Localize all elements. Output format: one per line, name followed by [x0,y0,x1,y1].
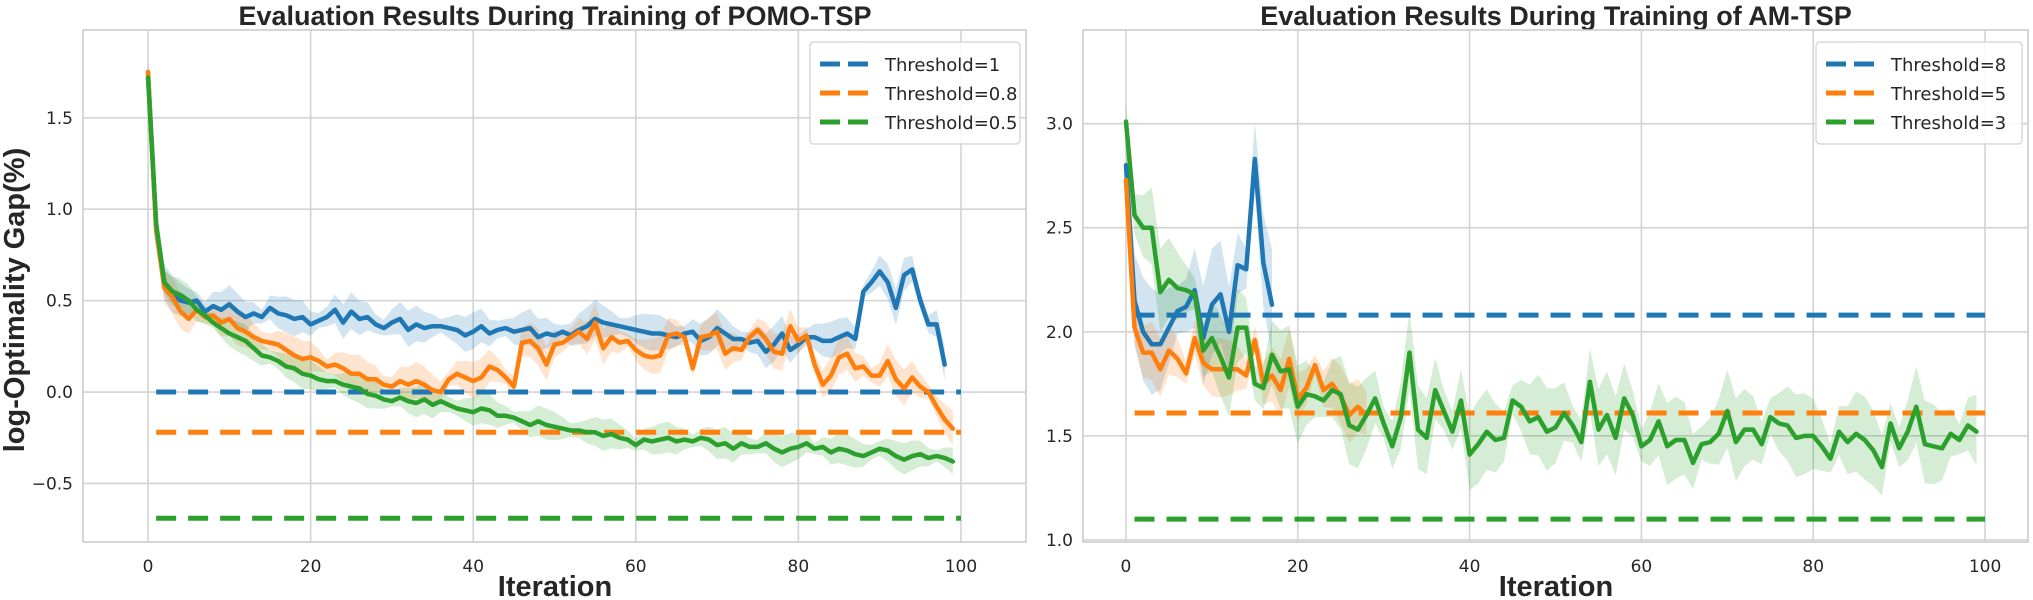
legend-label: Threshold=0.5 [884,113,1017,134]
x-tick-label: 20 [1287,557,1309,577]
y-tick-label: 1.0 [46,200,73,220]
y-tick-label: 3.0 [1046,115,1073,135]
legend-label: Threshold=5 [1890,84,2006,105]
am-tsp-panel: Evaluation Results During Training of AM… [1046,1,2029,600]
threshold-lines [156,389,961,521]
legend-label: Threshold=3 [1890,113,2006,134]
threshold-0-8-series-line [145,69,956,431]
legend-label: Threshold=0.8 [884,84,1017,105]
x-tick-label: 100 [945,557,977,577]
y-axis-label: log-Optimality Gap(%) [0,148,31,453]
y-tick-label: 2.5 [1046,219,1073,239]
legend-item-threshold-3: Threshold=3 [1826,113,2006,134]
legend-item-threshold-1: Threshold=1 [820,55,1000,76]
gridlines [1083,30,2028,542]
y-tick-label: 1.5 [46,109,73,129]
x-tick-label: 60 [625,557,647,577]
legend-item-threshold-8: Threshold=8 [1826,55,2006,76]
x-tick-label: 60 [1631,557,1653,577]
legend-item-threshold-5: Threshold=5 [1826,84,2006,105]
y-tick-label: 2.0 [1046,323,1073,343]
chart-title: Evaluation Results During Training of PO… [238,1,871,31]
x-tick-label: 40 [462,557,484,577]
x-tick-label: 80 [1802,557,1824,577]
x-tick-label: 40 [1459,557,1481,577]
legend-item-threshold-0-8: Threshold=0.8 [820,84,1017,105]
axes-frame [1082,29,2029,543]
y-tick-label: 1.0 [1046,531,1073,551]
threshold-0-8-band [148,64,953,446]
threshold-3-series-line [1123,119,1979,470]
legend: Threshold=1 Threshold=0.8 Threshold=0.5 [809,41,1021,145]
y-tick-label: −0.5 [32,474,73,494]
y-tick-label: 0.0 [46,383,73,403]
x-tick-label: 20 [300,557,322,577]
y-tick-labels: 1.0 1.5 2.0 2.5 3.0 [1046,115,1073,551]
threshold-1-series-line [145,69,947,367]
x-tick-label: 0 [143,557,154,577]
x-tick-label: 80 [788,557,810,577]
threshold-lines [1134,312,1986,522]
threshold-5-series-line [1123,177,1369,418]
x-tick-label: 100 [1969,557,2001,577]
threshold-1-band [148,60,945,381]
chart-title: Evaluation Results During Training of AM… [1260,1,1852,31]
pomo-tsp-panel: Evaluation Results During Training of PO… [0,1,1027,600]
series-lines [145,69,956,464]
x-axis-label: Iteration [1499,571,1613,600]
legend-box [1815,41,2023,145]
legend-item-threshold-0-5: Threshold=0.5 [820,113,1017,134]
series-lines [1123,119,1979,470]
axes-frame [82,29,1027,543]
y-tick-labels: −0.5 0.0 0.5 1.0 1.5 [32,109,73,495]
x-tick-label: 0 [1121,557,1132,577]
threshold-8-band [1125,122,1272,395]
y-tick-label: 0.5 [46,292,73,312]
legend-label: Threshold=8 [1890,55,2006,76]
threshold-0-5-series-line [145,75,956,464]
x-tick-labels: 0 20 40 60 80 100 [1121,557,2002,577]
legend-box [809,41,1021,145]
y-tick-label: 1.5 [1046,427,1073,447]
x-axis-label: Iteration [498,571,612,600]
x-tick-labels: 0 20 40 60 80 100 [143,557,978,577]
legend: Threshold=8 Threshold=5 Threshold=3 [1815,41,2023,145]
legend-label: Threshold=1 [884,55,1000,76]
